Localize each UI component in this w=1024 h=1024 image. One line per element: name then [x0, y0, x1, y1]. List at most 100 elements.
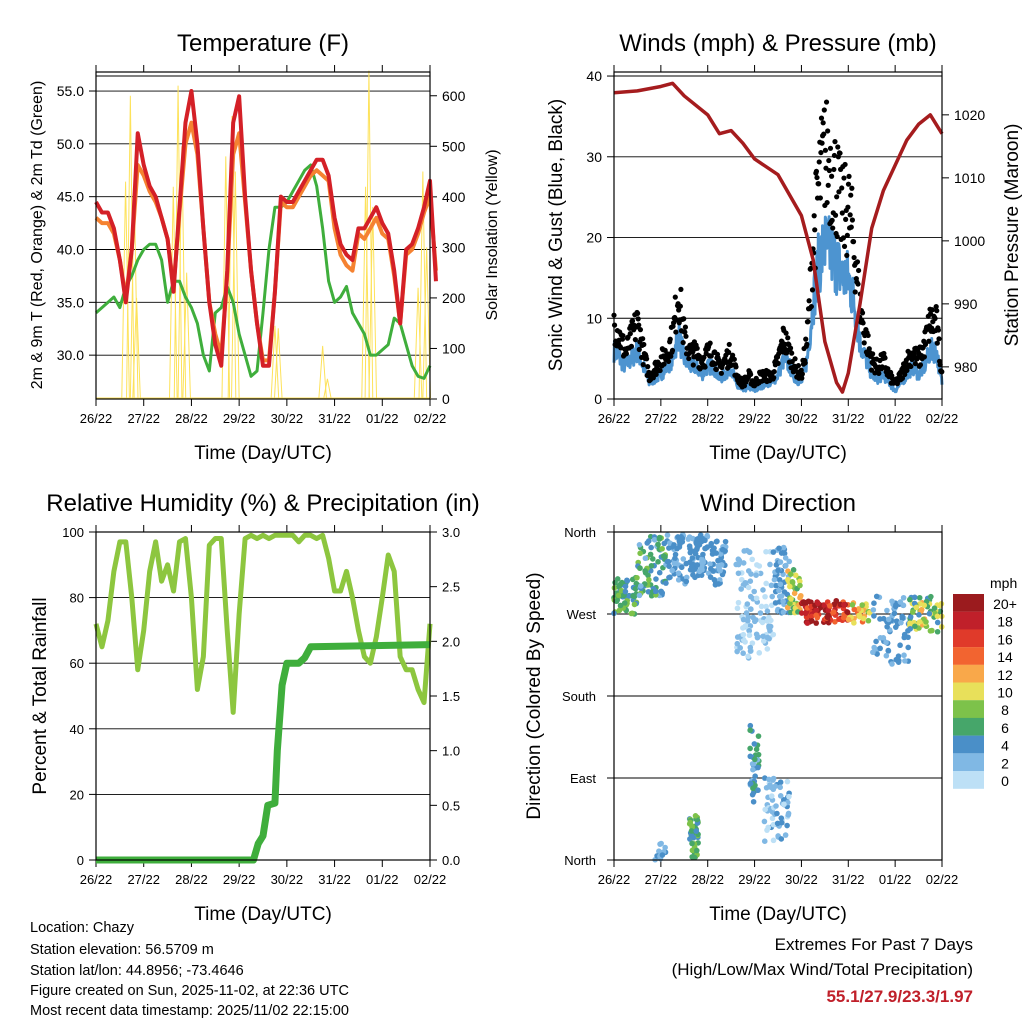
wind-direction-point — [884, 623, 890, 630]
wind-direction-point — [646, 577, 652, 583]
wind-direction-point — [629, 610, 636, 617]
wind-direction-point — [747, 593, 754, 600]
x-tick-label: 02/22 — [414, 872, 447, 887]
legend-label: 4 — [1001, 738, 1009, 754]
wind-direction-point — [926, 610, 933, 617]
gust-point — [673, 329, 679, 335]
gust-point — [922, 341, 929, 347]
wind-direction-point — [763, 548, 769, 555]
gust-point — [701, 354, 707, 360]
wind-direction-point — [840, 614, 847, 621]
wind-direction-point — [830, 609, 837, 615]
y-tick-label: 0 — [594, 391, 602, 407]
gust-point — [813, 168, 820, 174]
wind-direction-point — [752, 773, 758, 779]
x-tick-label: 31/22 — [832, 872, 865, 887]
series-2m-t — [94, 89, 438, 368]
gust-point — [686, 355, 692, 362]
chart-title: Wind Direction — [700, 490, 856, 517]
wind-direction-point — [827, 603, 833, 609]
x-tick-label: 01/22 — [366, 872, 399, 887]
wind-direction-point — [787, 571, 794, 577]
wind-direction-point — [651, 536, 658, 543]
gust-point — [771, 368, 777, 375]
wind-direction-point — [762, 806, 768, 813]
wind-direction-point — [631, 601, 638, 608]
wind-direction-point — [782, 555, 789, 561]
wind-direction-point — [885, 648, 892, 654]
gust-point — [785, 335, 791, 341]
wind-direction-point — [747, 745, 753, 752]
gust-point — [819, 140, 825, 146]
y-axis-label: 2m & 9m T (Red, Orange) & 2m Td (Green) — [29, 81, 46, 390]
gust-point — [808, 265, 814, 271]
gust-point — [672, 294, 678, 300]
gust-point — [842, 161, 848, 168]
legend-swatch — [953, 753, 984, 772]
gust-point — [835, 144, 841, 150]
wind-direction-point — [870, 649, 876, 656]
y-tick-label: 80 — [70, 591, 84, 606]
wind-direction-point — [666, 563, 672, 570]
gust-point — [831, 152, 838, 159]
wind-direction-point — [742, 579, 749, 586]
wind-direction-point — [784, 822, 790, 829]
y-tick-label: East — [570, 771, 596, 786]
wind-direction-point — [895, 659, 902, 665]
y-tick-label: South — [562, 689, 596, 704]
gust-point — [834, 233, 840, 240]
wind-direction-point — [740, 625, 746, 631]
wind-direction-point — [880, 635, 887, 641]
gust-point — [640, 336, 646, 342]
wind-direction-point — [747, 722, 754, 729]
wind-direction-point — [740, 650, 746, 657]
gust-point — [702, 364, 708, 370]
gust-point — [839, 210, 845, 216]
y-tick-label: 40.0 — [57, 241, 84, 257]
wind-direction-point — [871, 644, 877, 651]
wind-direction-point — [713, 550, 719, 556]
wind-direction-point — [907, 614, 914, 620]
wind-direction-point — [735, 570, 742, 577]
series-9m-t — [94, 120, 438, 363]
y-right-tick-label: 100 — [442, 340, 466, 356]
legend-label: 0 — [1001, 773, 1009, 789]
gust-point — [680, 339, 686, 346]
wind-direction-point — [621, 600, 628, 606]
wind-direction-point — [649, 556, 656, 562]
wind-direction-point — [687, 549, 694, 556]
x-tick-label: 26/22 — [80, 872, 113, 887]
wind-direction-point — [659, 545, 665, 552]
wind-direction-point — [678, 564, 685, 571]
wind-direction-point — [765, 824, 772, 831]
gust-point — [667, 336, 673, 342]
wind-direction-point — [764, 646, 771, 652]
wind-direction-point — [660, 553, 667, 559]
series-station-pressure — [613, 81, 944, 394]
wind-direction-point — [750, 798, 757, 805]
extremes-title: Extremes For Past 7 Days — [774, 935, 973, 954]
gust-point — [812, 227, 818, 233]
wind-direction-point — [780, 598, 786, 605]
wind-direction-point — [898, 619, 904, 626]
gust-point — [678, 286, 684, 292]
y-right-tick-label: 1.0 — [442, 744, 460, 759]
wind-direction-point — [859, 602, 866, 608]
gust-point — [712, 361, 718, 367]
wind-direction-point — [763, 580, 769, 587]
y-tick-label: 20 — [70, 787, 84, 802]
wind-direction-point — [916, 619, 923, 625]
x-tick-label: 02/22 — [926, 411, 959, 426]
wind-direction-point — [907, 596, 913, 603]
gust-point — [799, 375, 805, 381]
wind-direction-point — [804, 620, 811, 626]
wind-direction-point — [694, 562, 701, 568]
gust-point — [681, 316, 687, 322]
gust-point — [623, 351, 629, 357]
wind-direction-point — [783, 562, 789, 569]
wind-direction-point — [786, 558, 793, 565]
wind-direction-point — [656, 848, 662, 854]
wind-direction-point — [768, 793, 775, 799]
wind-direction-point — [772, 600, 779, 606]
wind-direction-point — [636, 541, 643, 548]
